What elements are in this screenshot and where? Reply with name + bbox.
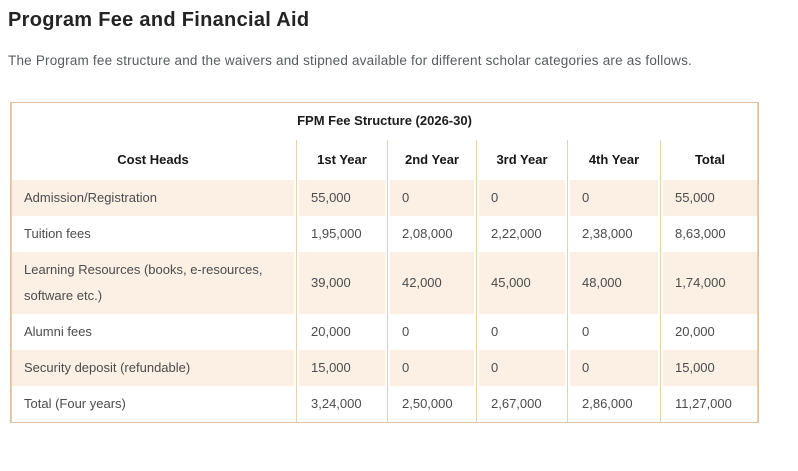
cell-value: 0 bbox=[477, 350, 567, 386]
cell-value: 2,67,000 bbox=[477, 386, 567, 422]
cell-value: 42,000 bbox=[388, 252, 476, 314]
table-title: FPM Fee Structure (2026-30) bbox=[12, 103, 757, 140]
row-label: Total (Four years) bbox=[12, 386, 296, 422]
column-header-cost-heads: Cost Heads bbox=[12, 140, 296, 180]
column-header-3rd-year: 3rd Year bbox=[477, 140, 567, 180]
cell-value: 48,000 bbox=[568, 252, 660, 314]
cell-value: 15,000 bbox=[661, 350, 757, 386]
cell-value: 15,000 bbox=[297, 350, 387, 386]
table-row-total: Total (Four years) 3,24,000 2,50,000 2,6… bbox=[12, 386, 757, 422]
table-caption-row: FPM Fee Structure (2026-30) bbox=[12, 103, 757, 140]
cell-value: 3,24,000 bbox=[297, 386, 387, 422]
column-header-4th-year: 4th Year bbox=[568, 140, 660, 180]
cell-value: 39,000 bbox=[297, 252, 387, 314]
cell-value: 0 bbox=[388, 350, 476, 386]
fee-table-container: FPM Fee Structure (2026-30) Cost Heads 1… bbox=[10, 102, 759, 423]
row-label: Admission/Registration bbox=[12, 180, 296, 216]
cell-value: 1,74,000 bbox=[661, 252, 757, 314]
cell-value: 1,95,000 bbox=[297, 216, 387, 252]
cell-value: 0 bbox=[477, 314, 567, 350]
cell-value: 45,000 bbox=[477, 252, 567, 314]
cell-value: 0 bbox=[388, 314, 476, 350]
cell-value: 0 bbox=[568, 350, 660, 386]
intro-text: The Program fee structure and the waiver… bbox=[8, 53, 692, 68]
cell-value: 2,08,000 bbox=[388, 216, 476, 252]
cell-value: 0 bbox=[568, 180, 660, 216]
row-label: Security deposit (refundable) bbox=[12, 350, 296, 386]
column-header-total: Total bbox=[661, 140, 757, 180]
cell-value: 20,000 bbox=[297, 314, 387, 350]
cell-value: 2,50,000 bbox=[388, 386, 476, 422]
page: Program Fee and Financial Aid The Progra… bbox=[8, 9, 759, 423]
column-header-1st-year: 1st Year bbox=[297, 140, 387, 180]
row-label: Tuition fees bbox=[12, 216, 296, 252]
cell-value: 20,000 bbox=[661, 314, 757, 350]
page-title: Program Fee and Financial Aid bbox=[8, 9, 310, 31]
fee-structure-table: FPM Fee Structure (2026-30) Cost Heads 1… bbox=[10, 102, 759, 423]
cell-value: 2,22,000 bbox=[477, 216, 567, 252]
table-row-security-deposit: Security deposit (refundable) 15,000 0 0… bbox=[12, 350, 757, 386]
cell-value: 8,63,000 bbox=[661, 216, 757, 252]
cell-value: 0 bbox=[568, 314, 660, 350]
table-row-alumni: Alumni fees 20,000 0 0 0 20,000 bbox=[12, 314, 757, 350]
cell-value: 55,000 bbox=[297, 180, 387, 216]
table-row-tuition: Tuition fees 1,95,000 2,08,000 2,22,000 … bbox=[12, 216, 757, 252]
column-header-2nd-year: 2nd Year bbox=[388, 140, 476, 180]
table-header-row: Cost Heads 1st Year 2nd Year 3rd Year 4t… bbox=[12, 140, 757, 180]
cell-value: 55,000 bbox=[661, 180, 757, 216]
cell-value: 2,38,000 bbox=[568, 216, 660, 252]
cell-value: 11,27,000 bbox=[661, 386, 757, 422]
table-row-learning-resources: Learning Resources (books, e-resources, … bbox=[12, 252, 757, 314]
row-label: Learning Resources (books, e-resources, … bbox=[12, 252, 296, 314]
table-row-admission: Admission/Registration 55,000 0 0 0 55,0… bbox=[12, 180, 757, 216]
row-label: Alumni fees bbox=[12, 314, 296, 350]
cell-value: 0 bbox=[388, 180, 476, 216]
cell-value: 2,86,000 bbox=[568, 386, 660, 422]
cell-value: 0 bbox=[477, 180, 567, 216]
